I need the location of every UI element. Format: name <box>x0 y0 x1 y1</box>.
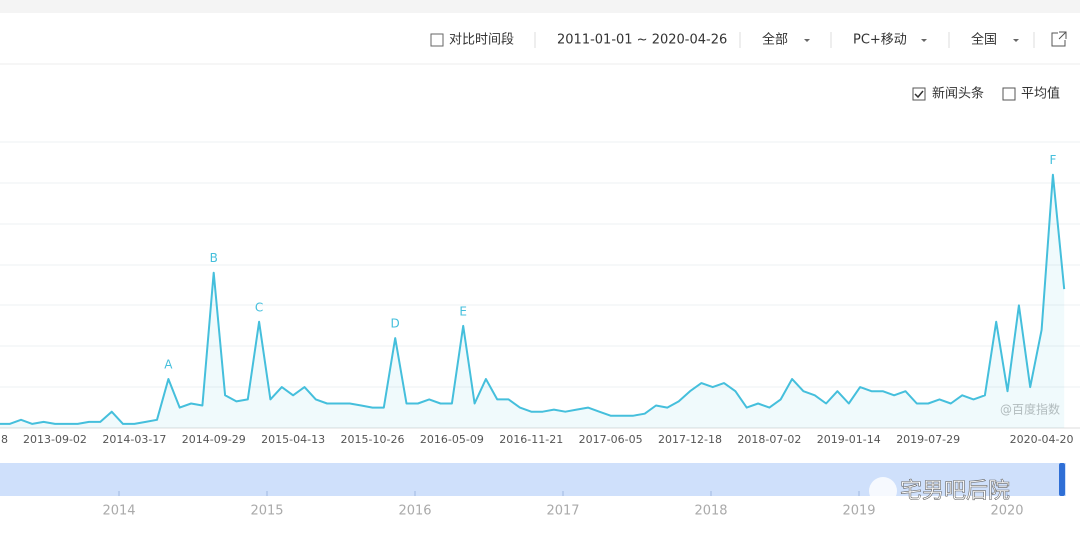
average-checkbox[interactable] <box>1002 87 1016 101</box>
checkmark <box>914 90 924 99</box>
x-tick-label: 2015-10-26 <box>341 433 405 446</box>
region-select[interactable]: 全国 <box>971 32 997 48</box>
compare-checkbox[interactable] <box>430 33 444 47</box>
annotation: D <box>391 317 400 331</box>
slider-year: 2019 <box>842 504 875 519</box>
watermark: @百度指数 <box>1000 402 1060 417</box>
annotation: B <box>210 251 218 265</box>
legend-average[interactable]: 平均值 <box>1021 86 1060 102</box>
annotation: C <box>255 300 263 314</box>
slider-year: 2020 <box>990 504 1023 519</box>
legend-news[interactable]: 新闻头条 <box>932 86 984 102</box>
x-tick-label: 2019-01-14 <box>817 433 881 446</box>
slider-year: 2018 <box>694 504 727 519</box>
x-tick-label: 2016-11-21 <box>499 433 563 446</box>
slider-handle[interactable] <box>1059 463 1065 496</box>
export-icon[interactable] <box>1051 31 1067 47</box>
x-tick-label: 2014-03-17 <box>102 433 166 446</box>
line <box>0 173 1066 425</box>
top-strip <box>0 0 1080 13</box>
x-tick-label: 2015-04-13 <box>261 433 325 446</box>
slider-year: 2017 <box>546 504 579 519</box>
x-tick-label: 2016-05-09 <box>420 433 484 446</box>
news-checkbox[interactable] <box>912 87 926 101</box>
wechat-icon <box>869 477 897 505</box>
annotation: A <box>164 357 173 371</box>
x-tick-label: 2017-06-05 <box>579 433 643 446</box>
x-tick-label: 2018-07-02 <box>737 433 801 446</box>
x-tick-label: 8 <box>1 433 8 446</box>
compare-label[interactable]: 对比时间段 <box>449 33 514 48</box>
x-tick-label: 2017-12-18 <box>658 433 722 446</box>
line-area <box>0 174 1065 428</box>
date-range[interactable]: 2011-01-01 ~ 2020-04-26 <box>557 33 727 48</box>
x-tick-label: 2020-04-20 <box>1010 433 1074 446</box>
dropdown-arrow <box>921 39 927 42</box>
x-tick-label: 2013-09-02 <box>23 433 87 446</box>
overlay-watermark: 宅男吧后院 <box>900 479 1010 504</box>
grid <box>0 141 1080 388</box>
x-tick-label: 2019-07-29 <box>896 433 960 446</box>
slider-year: 2015 <box>250 504 283 519</box>
x-tick-label: 2014-09-29 <box>182 433 246 446</box>
slider-year: 2014 <box>102 504 135 519</box>
dropdown-arrow <box>804 39 810 42</box>
device-select[interactable]: PC+移动 <box>853 33 907 48</box>
annotation: F <box>1049 153 1056 167</box>
slider-year: 2016 <box>398 504 431 519</box>
source-select[interactable]: 全部 <box>762 32 788 48</box>
annotation: E <box>459 304 467 318</box>
dropdown-arrow <box>1013 39 1019 42</box>
